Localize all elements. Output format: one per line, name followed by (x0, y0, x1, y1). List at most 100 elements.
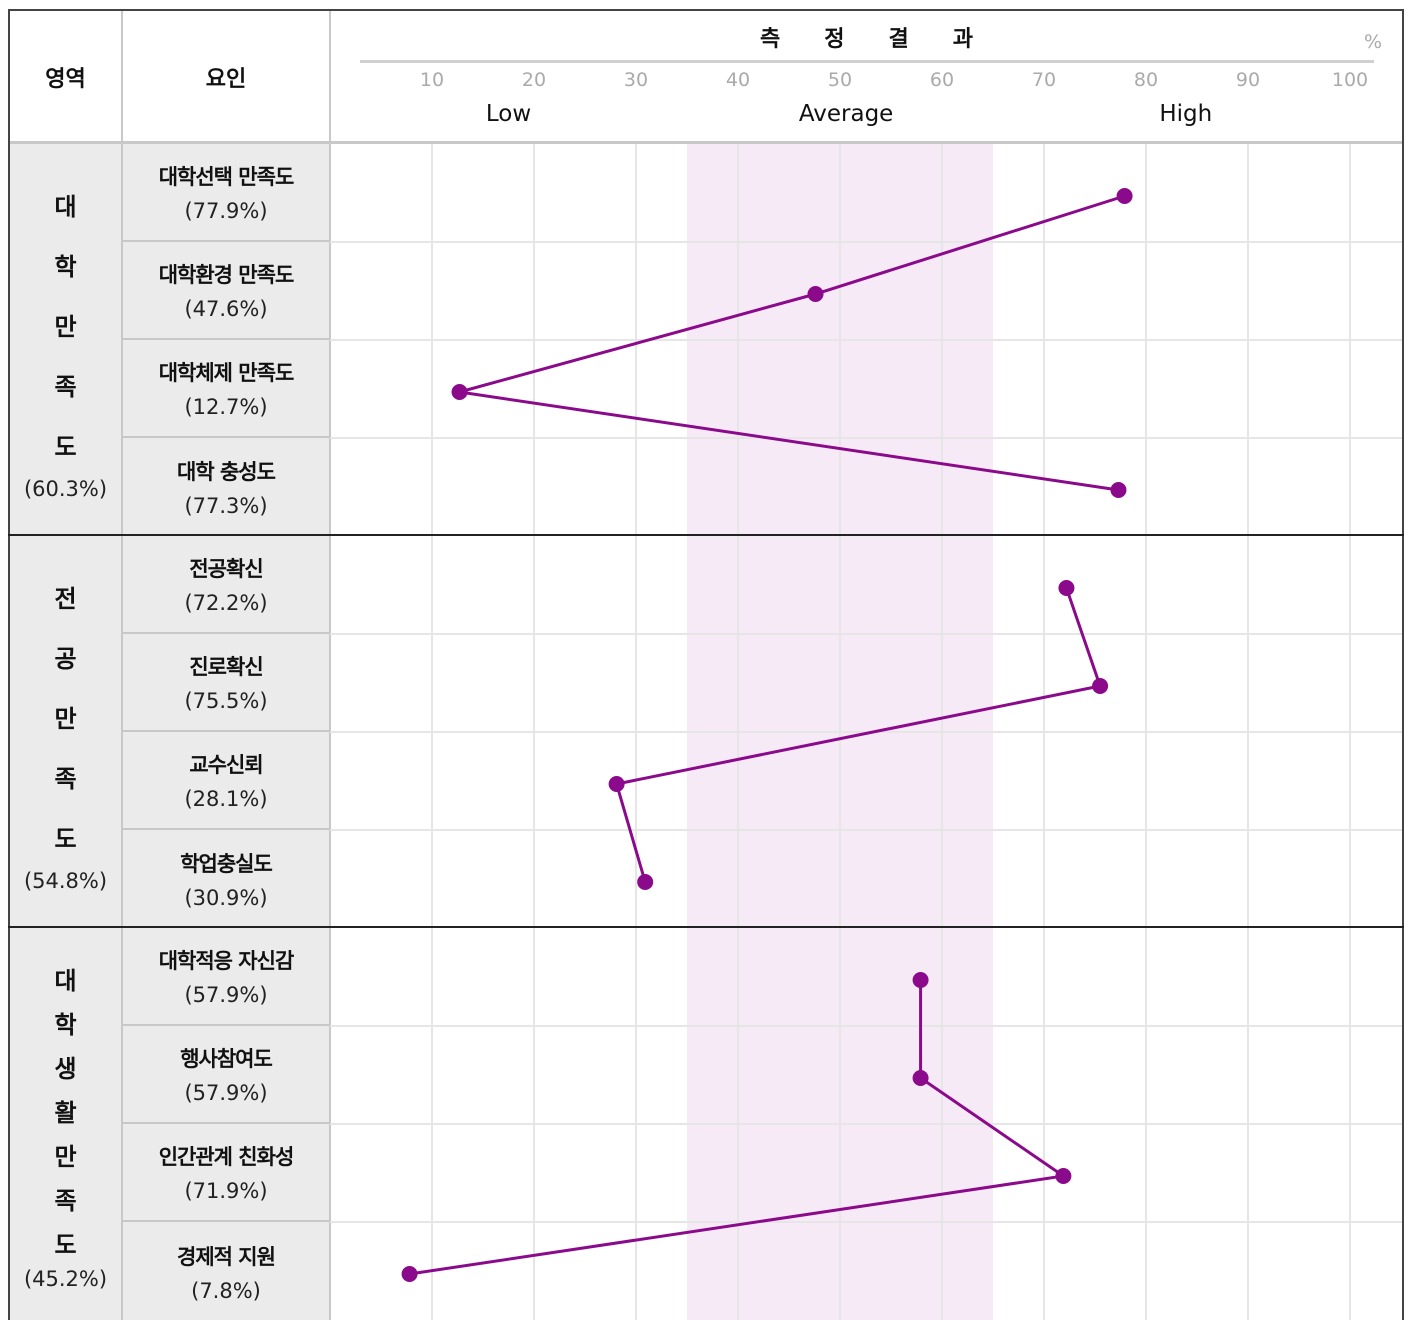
line-chart (330, 144, 1402, 1320)
area-name-char: 공 (54, 645, 77, 673)
data-point (1116, 188, 1133, 204)
group-divider (8, 534, 1404, 536)
tick-label: 40 (725, 69, 751, 91)
factor-cell: 인간관계 친화성 (71.9%) (123, 1124, 329, 1222)
data-point (912, 1070, 929, 1086)
scale-line (360, 60, 1374, 63)
band-label-average: Average (798, 101, 894, 127)
area-cell: 전 공 만 족 도 (54.8%) (10, 536, 121, 926)
area-name-char: 도 (54, 825, 77, 853)
tick-label: 30 (623, 69, 649, 91)
area-name-char: 학 (54, 253, 77, 281)
factor-header: 요인 (205, 67, 247, 92)
factor-percent: (77.9%) (184, 199, 268, 223)
result-title: 측정결과 (760, 27, 1017, 52)
factor-name: 경제적 지원 (177, 1245, 276, 1269)
factor-percent: (7.8%) (191, 1279, 261, 1303)
column-divider (329, 11, 331, 1320)
area-name-char: 족 (54, 373, 77, 401)
tick-label: 80 (1133, 69, 1159, 91)
factor-name: 행사참여도 (180, 1047, 273, 1071)
area-name-char: 학 (54, 1011, 77, 1039)
factor-percent: (47.6%) (184, 297, 268, 321)
data-point (1055, 1168, 1072, 1184)
area-name-char: 생 (54, 1055, 77, 1083)
area-name-char: 족 (54, 765, 77, 793)
area-cell: 대 학 만 족 도 (60.3%) (10, 144, 121, 534)
result-table: 영역 요인 측정결과 % 10 20 30 40 50 60 70 80 90 100 Low Av… (8, 9, 1404, 1320)
header-divider (10, 141, 1402, 144)
factor-cell: 행사참여도 (57.9%) (123, 1026, 329, 1124)
area-name-char: 전 (54, 585, 77, 613)
tick-label: 90 (1235, 69, 1261, 91)
factor-cell: 전공확신 (72.2%) (123, 536, 329, 634)
series-line-1 (459, 194, 1126, 492)
tick-label: 60 (929, 69, 955, 91)
data-point (1110, 482, 1127, 498)
factor-cell: 대학선택 만족도 (77.9%) (123, 144, 329, 242)
tick-label: 70 (1031, 69, 1057, 91)
group-divider (8, 926, 1404, 928)
factor-name: 전공확신 (189, 557, 263, 581)
factor-name: 대학적응 자신감 (158, 949, 295, 973)
factor-name: 교수신뢰 (189, 753, 263, 777)
area-cell: 대 학 생 활 만 족 도 (45.2%) (10, 928, 121, 1320)
area-name-char: 대 (54, 193, 77, 221)
data-point (637, 874, 654, 890)
series-line-3 (409, 980, 1068, 1276)
area-name-char: 만 (54, 705, 77, 733)
factor-cell: 대학환경 만족도 (47.6%) (123, 242, 329, 340)
series-line-2 (614, 587, 1103, 883)
area-name-char: 대 (54, 967, 77, 995)
area-name-char: 도 (54, 1231, 77, 1259)
data-point (401, 1266, 418, 1282)
factor-cell: 진로확신 (75.5%) (123, 634, 329, 732)
factor-name: 대학환경 만족도 (158, 263, 295, 287)
tick-label: 50 (827, 69, 853, 91)
tick-label: 20 (521, 69, 547, 91)
area-name-char: 족 (54, 1187, 77, 1215)
factor-percent: (71.9%) (184, 1179, 268, 1203)
factor-cell: 교수신뢰 (28.1%) (123, 732, 329, 830)
factor-cell: 대학적응 자신감 (57.9%) (123, 928, 329, 1026)
tick-label: 10 (419, 69, 445, 91)
area-name-char: 활 (54, 1099, 77, 1127)
area-name-char: 만 (54, 313, 77, 341)
band-label-low: Low (485, 101, 532, 127)
data-point (1058, 580, 1075, 596)
factor-name: 대학체제 만족도 (158, 361, 295, 385)
factor-cell: 학업충실도 (30.9%) (123, 830, 329, 928)
tick-label: 100 (1331, 69, 1369, 91)
factor-percent: (57.9%) (184, 1081, 268, 1105)
factor-percent: (12.7%) (184, 395, 268, 419)
area-name-char: 도 (54, 433, 77, 461)
factor-name: 진로확신 (189, 655, 263, 679)
factor-cell: 대학 충성도 (77.3%) (123, 438, 329, 536)
factor-percent: (57.9%) (184, 983, 268, 1007)
area-name-char: 만 (54, 1143, 77, 1171)
factor-percent: (28.1%) (184, 787, 268, 811)
factor-name: 학업충실도 (180, 852, 273, 876)
area-percent: (45.2%) (23, 1267, 108, 1291)
data-point (608, 776, 625, 792)
data-point (451, 384, 468, 400)
data-point (912, 972, 929, 988)
factor-percent: (75.5%) (184, 689, 268, 713)
factor-name: 대학선택 만족도 (158, 165, 295, 189)
area-percent: (54.8%) (23, 869, 108, 893)
factor-percent: (30.9%) (184, 886, 268, 910)
data-point (1092, 678, 1109, 694)
band-label-high: High (1159, 101, 1213, 127)
factor-name: 대학 충성도 (177, 460, 276, 484)
factor-percent: (77.3%) (184, 494, 268, 518)
factor-name: 인간관계 친화성 (158, 1145, 295, 1169)
unit-label: % (1363, 31, 1382, 53)
data-point (807, 286, 824, 302)
column-divider (121, 11, 123, 1320)
factor-percent: (72.2%) (184, 591, 268, 615)
factor-cell: 대학체제 만족도 (12.7%) (123, 340, 329, 438)
area-header: 영역 (45, 67, 86, 92)
